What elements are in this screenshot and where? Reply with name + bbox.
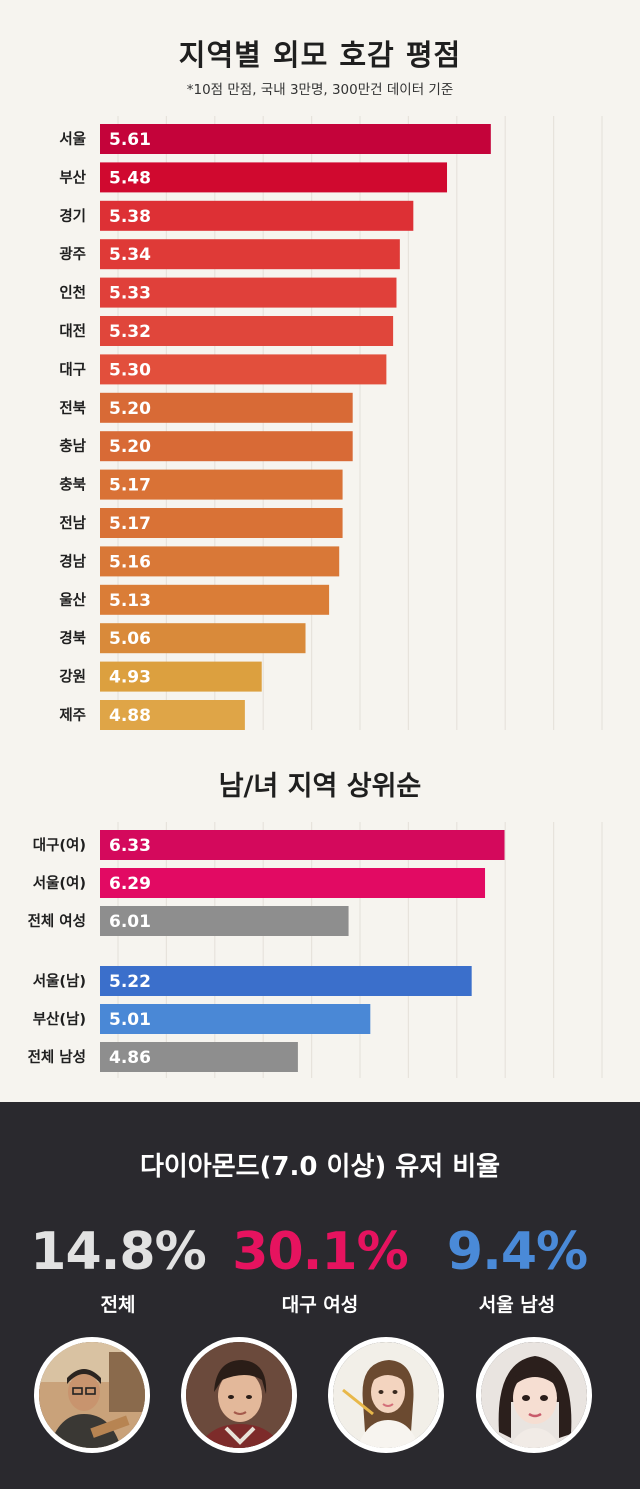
chart2-female-category-label: 대구(여) (33, 837, 86, 854)
stat-daegu-female-value: 30.1% (232, 1222, 408, 1282)
chart1-bar (100, 162, 448, 193)
chart1-category-label: 강원 (59, 668, 86, 686)
chart1-category-label: 대전 (59, 323, 86, 340)
avatar-photo-4 (476, 1337, 592, 1453)
diamond-title: 다이아몬드(7.0 이상) 유저 비율 (139, 1152, 501, 1182)
stat-daegu-female: 30.1% 대구 여성 (220, 1222, 420, 1317)
chart1-category-label: 울산 (59, 592, 86, 609)
chart1-bar (100, 354, 387, 385)
avatar-photo-3 (328, 1337, 444, 1453)
chart1-title: 지역별 외모 호감 평점 (178, 38, 462, 72)
chart2-male-value-label: 5.01 (109, 1010, 151, 1030)
chart2-female-value-label: 6.33 (109, 836, 151, 856)
chart1-category-label: 충남 (59, 438, 86, 455)
chart1-category-label: 충북 (59, 477, 86, 494)
chart1-category-label: 전북 (59, 400, 86, 417)
stat-seoul-male-label: 서울 남성 (478, 1294, 556, 1316)
chart1-value-label: 5.32 (109, 322, 151, 342)
chart1-category-label: 경남 (59, 552, 86, 570)
chart1-bar (100, 661, 262, 692)
stat-seoul-male-value: 9.4% (446, 1222, 588, 1282)
chart1-category-label: 광주 (59, 245, 86, 263)
chart2-female-category-label: 전체 여성 (28, 912, 86, 930)
chart2-title: 남/녀 지역 상위순 (218, 771, 422, 802)
chart2-male-category-label: 전체 남성 (28, 1048, 86, 1066)
region-rating-chart: 서울 5.61 부산 5.48 경기 5.38 광주 5.34 인천 5.33 대전 5.32 대구 5.… (59, 116, 603, 730)
chart1-bar (100, 239, 400, 270)
chart2-male-bar (100, 966, 472, 996)
chart2-male-bar (100, 1004, 371, 1034)
chart1-value-label: 5.38 (109, 207, 151, 227)
chart2-female-category-label: 서울(여) (33, 875, 86, 892)
chart2-male-value-label: 4.86 (109, 1048, 151, 1068)
chart1-subtitle: *10점 만점, 국내 3만명, 300만건 데이터 기준 (186, 82, 454, 98)
chart1-value-label: 5.16 (109, 552, 151, 572)
chart2-male-bar (100, 1042, 298, 1072)
chart2-female-bar (100, 868, 486, 898)
chart2-male-category-label: 부산(남) (33, 1011, 86, 1028)
chart1-bar (100, 277, 397, 308)
stat-overall-label: 전체 (100, 1294, 136, 1316)
chart2-male-value-label: 5.22 (109, 972, 151, 992)
avatar-photo-1 (34, 1337, 150, 1453)
stat-daegu-female-label: 대구 여성 (281, 1294, 359, 1316)
chart1-bar (100, 469, 343, 500)
chart2-female-bar (100, 906, 349, 936)
diamond-section: 다이아몬드(7.0 이상) 유저 비율 14.8% 전체 30.1% 대구 여성… (0, 1102, 640, 1489)
chart1-value-label: 5.33 (109, 284, 151, 304)
chart1-bar (100, 316, 394, 346)
chart1-value-label: 5.20 (109, 437, 151, 457)
chart1-category-label: 제주 (59, 707, 86, 724)
chart1-bar (100, 546, 340, 577)
chart1-value-label: 5.06 (109, 629, 151, 649)
chart1-value-label: 4.88 (109, 706, 151, 726)
chart1-bar (100, 700, 245, 730)
chart2-female-bar (100, 830, 505, 860)
chart1-value-label: 5.48 (109, 168, 151, 188)
chart1-category-label: 부산 (59, 169, 86, 186)
chart1-category-label: 서울 (59, 131, 86, 148)
chart1-bar (100, 124, 491, 154)
chart1-bar (100, 508, 343, 538)
chart1-category-label: 경기 (59, 207, 86, 225)
chart1-value-label: 5.17 (109, 514, 151, 534)
chart1-bar (100, 392, 353, 423)
chart1-bar (100, 623, 306, 654)
chart1-bar (100, 584, 330, 615)
avatar-photo-2 (181, 1337, 297, 1453)
gender-region-chart: 대구(여) 6.33 서울(여) 6.29 전체 여성 6.01 서울(남) 5.22 부산(남… (28, 822, 603, 1078)
chart2-male-category-label: 서울(남) (33, 973, 86, 990)
chart1-value-label: 5.61 (109, 130, 151, 150)
chart1-bar (100, 431, 353, 462)
chart1-value-label: 5.13 (109, 591, 151, 611)
stat-overall-value: 14.8% (30, 1222, 206, 1282)
chart1-category-label: 대구 (59, 361, 86, 378)
chart1-bar (100, 200, 414, 231)
chart1-category-label: 전남 (59, 515, 86, 532)
chart1-category-label: 경북 (59, 629, 86, 647)
chart2-female-value-label: 6.29 (109, 874, 151, 894)
chart1-value-label: 5.20 (109, 399, 151, 419)
chart2-female-value-label: 6.01 (109, 912, 151, 932)
stat-seoul-male: 9.4% 서울 남성 (417, 1222, 617, 1317)
stat-overall: 14.8% 전체 (18, 1222, 218, 1317)
chart1-value-label: 5.34 (109, 245, 151, 265)
chart1-value-label: 4.93 (109, 668, 151, 688)
chart1-value-label: 5.30 (109, 360, 151, 380)
chart1-value-label: 5.17 (109, 476, 151, 496)
chart1-category-label: 인천 (59, 284, 86, 302)
